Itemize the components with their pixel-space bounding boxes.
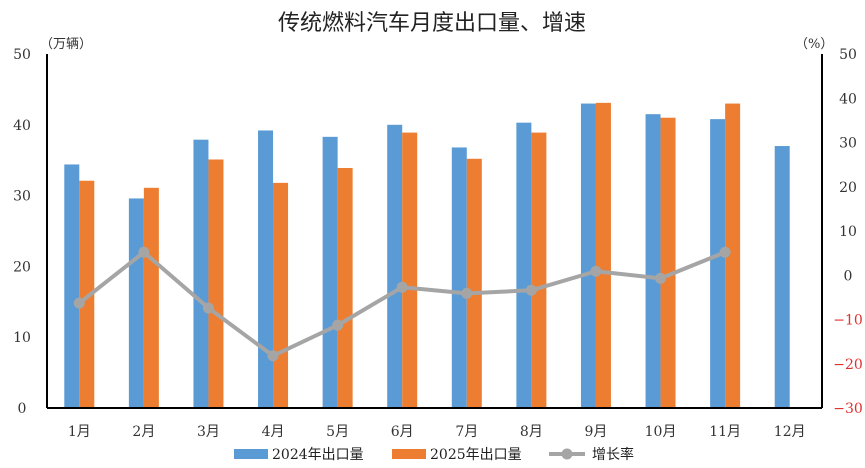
- left-tick-label: 20: [13, 259, 31, 275]
- x-tick-label: 1月: [68, 424, 91, 440]
- right-tick-label: −20: [833, 357, 863, 373]
- x-tick-label: 5月: [326, 424, 349, 440]
- bar-2024-8: [516, 122, 532, 409]
- right-tick-label: 30: [839, 136, 857, 152]
- bar-2025-10: [660, 117, 676, 408]
- bar-2024-12: [774, 146, 790, 409]
- right-tick-label: −30: [833, 401, 863, 417]
- x-tick-label: 8月: [520, 424, 543, 440]
- chart-title: 传统燃料汽车月度出口量、增速: [278, 11, 586, 36]
- bar-2025-5: [337, 167, 353, 408]
- left-tick-label: 40: [13, 118, 31, 134]
- x-tick-label: 12月: [774, 424, 806, 440]
- bar-2025-8: [531, 132, 547, 408]
- growth-rate-point: [138, 246, 150, 258]
- left-tick-label: 50: [13, 47, 31, 63]
- growth-rate-point: [590, 265, 602, 277]
- right-tick-label: 50: [839, 47, 857, 63]
- left-tick-label: 10: [13, 330, 31, 346]
- growth-rate-point: [525, 284, 537, 296]
- bar-2025-4: [273, 182, 289, 408]
- legend-marker-growth: [561, 448, 573, 460]
- bar-2024-9: [580, 103, 596, 408]
- left-axis-unit: （万辆）: [40, 37, 92, 52]
- bar-2024-2: [128, 198, 144, 408]
- bar-2024-6: [387, 124, 403, 409]
- right-tick-label: −10: [833, 313, 863, 329]
- bar-2025-2: [143, 187, 159, 408]
- x-tick-label: 10月: [645, 424, 677, 440]
- legend: 2024年出口量 2025年出口量 增长率: [234, 446, 634, 463]
- x-tick-label: 9月: [584, 424, 607, 440]
- x-tick-label: 2月: [132, 424, 155, 440]
- bar-2025-7: [466, 158, 482, 408]
- bar-2025-6: [402, 132, 418, 408]
- right-tick-label: 0: [844, 268, 853, 284]
- x-tick-label: 7月: [455, 424, 478, 440]
- x-tick-label: 3月: [197, 424, 220, 440]
- bar-2024-1: [64, 164, 80, 408]
- growth-rate-point: [719, 246, 731, 258]
- bar-2024-5: [322, 136, 338, 408]
- bar-2024-7: [451, 147, 467, 408]
- bar-2024-3: [193, 139, 209, 408]
- bar-2024-11: [710, 119, 726, 409]
- x-tick-label: 6月: [391, 424, 414, 440]
- bar-2024-4: [258, 130, 274, 409]
- legend-label-2024: 2024年出口量: [272, 447, 364, 463]
- growth-rate-point: [655, 272, 667, 284]
- growth-rate-point: [461, 287, 473, 299]
- growth-rate-point: [396, 281, 408, 293]
- x-tick-label: 4月: [262, 424, 285, 440]
- legend-label-2025: 2025年出口量: [430, 447, 522, 463]
- bar-2025-11: [725, 103, 741, 408]
- bar-2025-1: [79, 180, 95, 408]
- x-tick-label: 11月: [709, 424, 741, 440]
- left-tick-label: 0: [18, 401, 27, 417]
- legend-swatch-2025: [392, 449, 426, 459]
- legend-label-growth: 增长率: [592, 446, 634, 463]
- growth-rate-point: [332, 319, 344, 331]
- growth-rate-point: [73, 297, 85, 309]
- bar-2025-3: [208, 159, 224, 408]
- left-tick-label: 30: [13, 189, 31, 205]
- right-tick-label: 40: [839, 91, 857, 107]
- right-tick-label: 10: [839, 224, 857, 240]
- right-axis-unit: （%）: [795, 37, 833, 52]
- bar-2025-9: [595, 102, 611, 409]
- right-tick-label: 20: [839, 180, 857, 196]
- bar-2024-10: [645, 114, 661, 409]
- legend-swatch-2024: [234, 449, 268, 459]
- growth-rate-point: [202, 302, 214, 314]
- growth-rate-point: [267, 350, 279, 362]
